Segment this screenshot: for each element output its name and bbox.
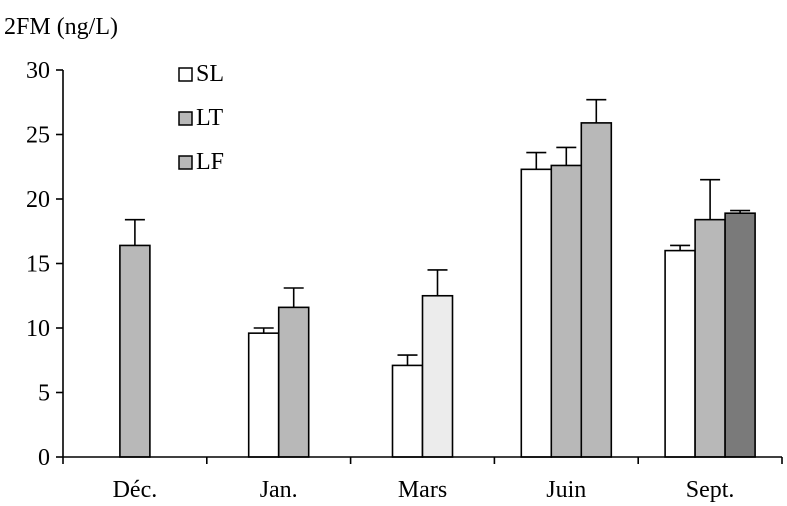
legend-swatch-LT [178,111,193,126]
bar-SL-1 [247,332,280,458]
legend-label-LF: LF [196,149,224,175]
x-tick-label-2: Mars [398,477,447,503]
x-tick-label-4: Sept. [686,477,735,503]
bar-LT-4 [694,218,726,458]
y-tick-label-4: 20 [26,187,50,213]
legend-swatch-LF [178,155,193,170]
legend-label-LT: LT [196,105,223,131]
y-tick-label-3: 15 [26,252,50,278]
bar-LT-2 [421,294,454,458]
bar-SL-3 [520,168,553,458]
bar-LT-0 [119,244,151,458]
bar-LF-3 [580,122,613,458]
y-tick-label-1: 5 [38,381,50,407]
y-tick-label-0: 0 [38,445,50,471]
y-tick-label-2: 10 [26,316,50,342]
y-axis-label: 2FM (ng/L) [4,14,118,40]
bar-SL-2 [391,364,424,458]
x-tick-label-3: Juin [546,477,586,503]
axes-layer: 0 5 10 15 20 25 30 Déc. Jan. Mars Juin Sept. [26,58,783,503]
bar-SL-4 [664,249,696,458]
y-tick-label-6: 30 [26,58,50,84]
legend-label-SL: SL [196,61,224,87]
bar-LF-4 [724,212,756,458]
y-tick-label-5: 25 [26,123,50,149]
x-tick-label-0: Déc. [113,477,158,503]
legend-swatch-SL [178,67,193,82]
legend: SL LT LF [178,61,224,175]
x-tick-label-1: Jan. [260,477,298,503]
bar-LT-1 [277,306,310,458]
bar-LT-3 [550,164,583,458]
